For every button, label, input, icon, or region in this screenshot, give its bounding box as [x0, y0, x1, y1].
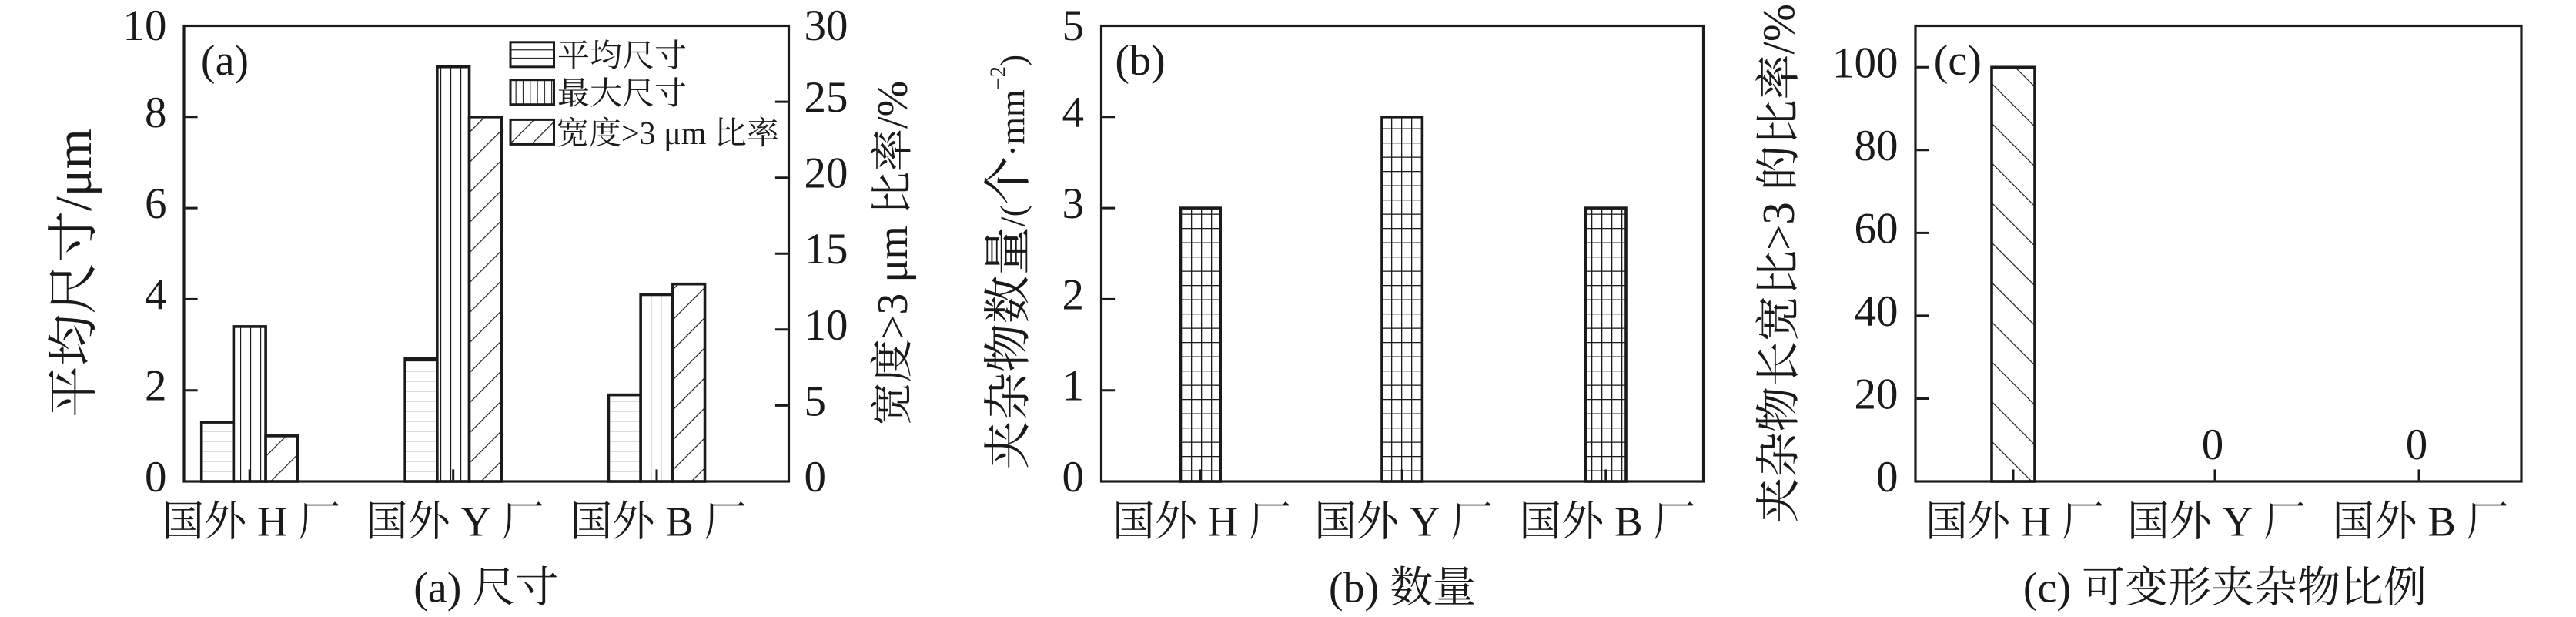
- svg-text:20: 20: [1855, 371, 1899, 419]
- svg-text:15: 15: [805, 225, 848, 273]
- svg-text:/%: /%: [869, 81, 917, 129]
- svg-text:>3: >3: [1753, 202, 1804, 250]
- svg-text:5: 5: [1062, 2, 1085, 50]
- svg-text:0: 0: [1876, 453, 1899, 501]
- svg-text:8: 8: [145, 89, 167, 137]
- svg-text:100: 100: [1832, 39, 1899, 87]
- svg-text:(b): (b): [1329, 565, 1379, 612]
- svg-text:5: 5: [805, 377, 827, 425]
- svg-text:): ): [993, 55, 1032, 66]
- svg-text:>3: >3: [869, 293, 917, 340]
- svg-text:2: 2: [145, 362, 167, 411]
- svg-text:(c): (c): [1934, 37, 1982, 85]
- svg-text:6: 6: [145, 179, 167, 228]
- svg-text:40: 40: [1855, 287, 1899, 336]
- svg-text:Y: Y: [460, 498, 491, 545]
- svg-text:B: B: [1614, 498, 1643, 545]
- svg-text:(a): (a): [201, 37, 249, 85]
- svg-text:4: 4: [145, 270, 167, 319]
- svg-text:0: 0: [145, 453, 167, 501]
- svg-text:H: H: [2021, 498, 2052, 545]
- svg-text:10: 10: [805, 301, 848, 350]
- svg-text:2: 2: [1062, 270, 1085, 319]
- svg-text:Y: Y: [1410, 498, 1440, 545]
- svg-text:−2: −2: [987, 66, 1011, 89]
- svg-text:B: B: [665, 498, 694, 545]
- svg-text:H: H: [1208, 498, 1239, 545]
- svg-text:·mm: ·mm: [993, 89, 1032, 156]
- svg-text:0: 0: [805, 453, 827, 501]
- svg-text:(c): (c): [2023, 565, 2071, 612]
- svg-text:(a): (a): [413, 565, 461, 612]
- svg-text:10: 10: [123, 2, 167, 50]
- svg-text:/μm: /μm: [45, 129, 102, 211]
- svg-text:(b): (b): [1115, 37, 1165, 85]
- svg-text:60: 60: [1855, 204, 1899, 253]
- svg-text:/(: /(: [993, 205, 1032, 226]
- svg-text:H: H: [257, 498, 288, 545]
- svg-text:B: B: [2427, 498, 2456, 545]
- svg-text:μm: μm: [869, 226, 917, 283]
- svg-text:3: 3: [1062, 179, 1085, 228]
- svg-text:80: 80: [1855, 122, 1899, 170]
- svg-text:0: 0: [2202, 421, 2224, 469]
- svg-text:0: 0: [2406, 421, 2428, 469]
- svg-text:20: 20: [805, 149, 848, 198]
- svg-text:30: 30: [805, 2, 848, 50]
- svg-text:/%: /%: [1753, 4, 1804, 55]
- svg-text:4: 4: [1062, 89, 1085, 137]
- svg-text:μm: μm: [664, 116, 707, 152]
- svg-text:1: 1: [1062, 362, 1085, 411]
- svg-text:0: 0: [1062, 453, 1085, 501]
- svg-text:>3: >3: [621, 116, 656, 152]
- svg-text:Y: Y: [2223, 498, 2253, 545]
- svg-text:25: 25: [805, 73, 848, 122]
